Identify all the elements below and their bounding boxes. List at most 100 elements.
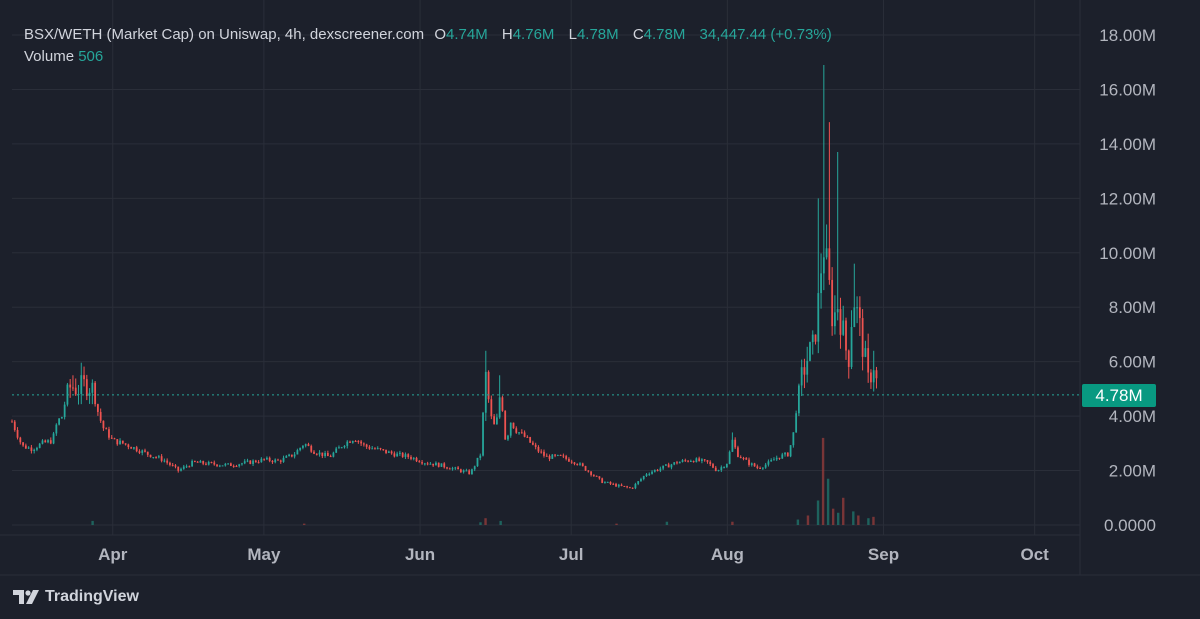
- candle-body: [138, 451, 141, 453]
- candle-body: [343, 445, 346, 448]
- candle-body: [141, 450, 144, 453]
- candle-body: [692, 461, 695, 463]
- candle-body: [709, 461, 712, 465]
- candle-body: [556, 454, 559, 456]
- volume-bar: [872, 516, 875, 525]
- candle-body: [404, 454, 407, 457]
- candle-body: [249, 460, 252, 464]
- candle-body: [235, 466, 238, 468]
- candle-body: [570, 461, 573, 463]
- candle-body: [659, 468, 662, 471]
- candle-body: [177, 466, 180, 471]
- candle-body: [207, 462, 210, 465]
- candle-body: [423, 463, 426, 465]
- candle-body: [27, 447, 30, 449]
- candle-body: [401, 452, 404, 457]
- candle-body: [817, 293, 820, 342]
- candle-body: [509, 422, 512, 436]
- tradingview-icon: [13, 590, 39, 604]
- candle-body: [22, 442, 24, 446]
- open-key: O: [434, 26, 446, 43]
- symbol-title[interactable]: BSX/WETH (Market Cap) on Uniswap, 4h, de…: [24, 26, 425, 43]
- candle-body: [858, 307, 861, 319]
- legend-main-row: BSX/WETH (Market Cap) on Uniswap, 4h, de…: [24, 24, 832, 46]
- y-axis[interactable]: 0.0000 2.00M 4.00M 6.00M 8.00M 10.00M 12.00M 14…: [1099, 26, 1156, 535]
- candle-body: [601, 478, 604, 483]
- candle-body: [326, 452, 329, 457]
- candle-body: [119, 440, 121, 445]
- candle-body: [864, 348, 867, 357]
- candle-body: [105, 428, 108, 430]
- tradingview-logo[interactable]: TradingView: [13, 587, 139, 607]
- candle-body: [440, 463, 443, 467]
- candle-body: [482, 412, 484, 456]
- candle-body: [673, 462, 676, 465]
- current-price-tag: 4.78M: [1082, 384, 1156, 407]
- candle-body: [382, 449, 385, 451]
- y-tick-label: 12.00M: [1099, 189, 1156, 208]
- candle-body: [828, 248, 831, 280]
- candle-body: [468, 470, 471, 475]
- candle-body: [410, 457, 412, 459]
- candle-body: [723, 467, 725, 469]
- candle-body: [526, 436, 529, 438]
- candle-body: [124, 443, 127, 445]
- candle-body: [595, 475, 598, 477]
- candle-body: [720, 467, 723, 471]
- candle-body: [393, 453, 396, 457]
- candle-body: [634, 483, 637, 489]
- candle-body: [642, 476, 645, 480]
- candle-body: [504, 410, 507, 440]
- candle-body: [731, 439, 734, 452]
- x-axis[interactable]: Apr May Jun Jul Aug Sep Oct: [98, 545, 1049, 564]
- candle-body: [701, 459, 703, 462]
- candle-body: [113, 438, 116, 440]
- volume-label[interactable]: Volume: [24, 48, 75, 65]
- candle-body: [307, 444, 310, 446]
- candle-body: [579, 463, 581, 465]
- candle-body: [781, 454, 784, 459]
- candle-body: [706, 460, 709, 462]
- candle-body: [288, 454, 290, 457]
- candle-body: [617, 484, 620, 487]
- candle-body: [604, 482, 606, 484]
- candle-body: [493, 416, 496, 425]
- candle-body: [756, 466, 759, 468]
- candle-body: [712, 464, 714, 468]
- candle-body: [471, 469, 473, 475]
- candle-body: [847, 350, 850, 367]
- candle-body: [399, 452, 401, 454]
- tradingview-wordmark: TradingView: [45, 588, 139, 605]
- candle-body: [437, 462, 440, 467]
- candle-body: [52, 433, 55, 444]
- candle-body: [626, 486, 629, 488]
- candle-body: [282, 457, 285, 462]
- candle-body: [501, 397, 504, 411]
- candle-body: [520, 432, 523, 434]
- candle-body: [193, 460, 196, 462]
- candle-body: [191, 460, 193, 467]
- volume-bar: [816, 500, 820, 525]
- candle-body: [102, 420, 105, 429]
- candle-body: [537, 446, 540, 452]
- candle-body: [822, 257, 825, 274]
- volume-bar: [842, 497, 845, 525]
- candle-body: [598, 476, 601, 479]
- candle-body: [216, 464, 218, 467]
- y-tick-label: 4.00M: [1109, 407, 1156, 426]
- candle-body: [166, 460, 169, 463]
- candle-body: [254, 460, 257, 463]
- candle-body: [584, 466, 587, 471]
- candle-body: [185, 466, 188, 468]
- low-key: L: [568, 26, 577, 43]
- candle-body: [495, 417, 498, 425]
- candle-body: [551, 454, 554, 459]
- candle-body: [171, 464, 174, 466]
- y-tick-label: 8.00M: [1109, 298, 1156, 317]
- candle-body: [357, 441, 360, 443]
- candle-body: [856, 307, 858, 309]
- volume-bar: [826, 478, 830, 525]
- candle-body: [41, 440, 44, 444]
- candle-body: [302, 445, 304, 448]
